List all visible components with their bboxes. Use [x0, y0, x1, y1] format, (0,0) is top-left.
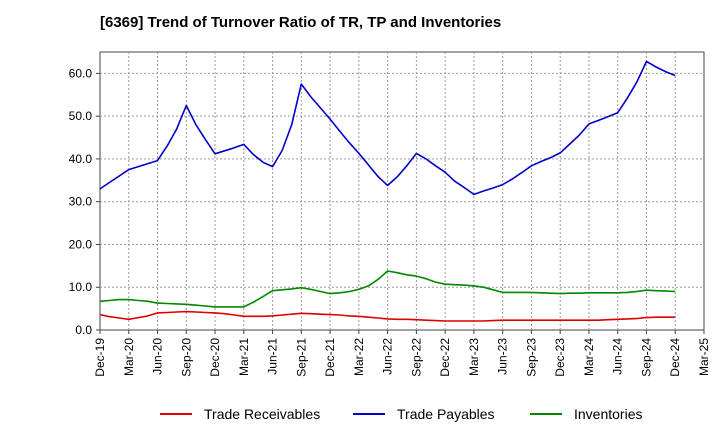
x-tick-label: Dec-19 [93, 338, 107, 377]
x-tick-label: Jun-22 [381, 338, 395, 375]
grid-lines [100, 52, 704, 330]
y-tick-label: 0.0 [75, 323, 92, 337]
y-tick-label: 10.0 [69, 280, 93, 294]
x-tick-label: Dec-24 [668, 338, 682, 377]
series-lines [99, 60, 676, 322]
x-tick-label: Mar-24 [582, 338, 596, 376]
trade-receivables-line [99, 310, 676, 322]
x-tick-label: Mar-25 [697, 338, 711, 376]
x-tick-label: Dec-23 [553, 338, 567, 377]
inventories-legend-label: Inventories [574, 406, 642, 422]
x-tick-label: Sep-20 [179, 338, 193, 377]
x-tick-label: Mar-21 [237, 338, 251, 376]
x-tick-label: Mar-23 [467, 338, 481, 376]
chart-title: [6369] Trend of Turnover Ratio of TR, TP… [100, 14, 502, 31]
x-tick-label: Sep-23 [524, 338, 538, 377]
y-tick-label: 40.0 [69, 152, 93, 166]
axes: 0.0 10.0 20.0 30.0 40.0 50.0 60.0 Dec-19 Mar-20 J… [69, 66, 711, 376]
x-tick-label: Mar-20 [122, 338, 136, 376]
y-tick-label: 20.0 [69, 237, 93, 251]
x-tick-label: Mar-22 [352, 338, 366, 376]
plot-area [99, 51, 705, 331]
x-tick-label: Dec-21 [323, 338, 337, 377]
inventories-line [99, 270, 676, 308]
x-tick-label: Sep-22 [409, 338, 423, 377]
trade-payables-line [99, 60, 676, 196]
trade-receivables-legend-label: Trade Receivables [204, 406, 320, 422]
y-tick-label: 50.0 [69, 109, 93, 123]
x-tick-label: Dec-20 [208, 338, 222, 377]
y-tick-label: 60.0 [69, 66, 93, 80]
y-tick-label: 30.0 [69, 195, 93, 209]
trade-payables-legend-label: Trade Payables [397, 406, 495, 422]
legend: Trade Receivables Trade Payables Inventori… [160, 406, 642, 422]
x-tick-label: Dec-22 [438, 338, 452, 377]
x-tick-label: Sep-24 [639, 338, 653, 377]
x-tick-label: Jun-20 [151, 338, 165, 375]
x-tick-label: Jun-21 [266, 338, 280, 375]
x-tick-label: Jun-23 [496, 338, 510, 375]
x-tick-label: Sep-21 [294, 338, 308, 377]
x-tick-label: Jun-24 [611, 338, 625, 375]
